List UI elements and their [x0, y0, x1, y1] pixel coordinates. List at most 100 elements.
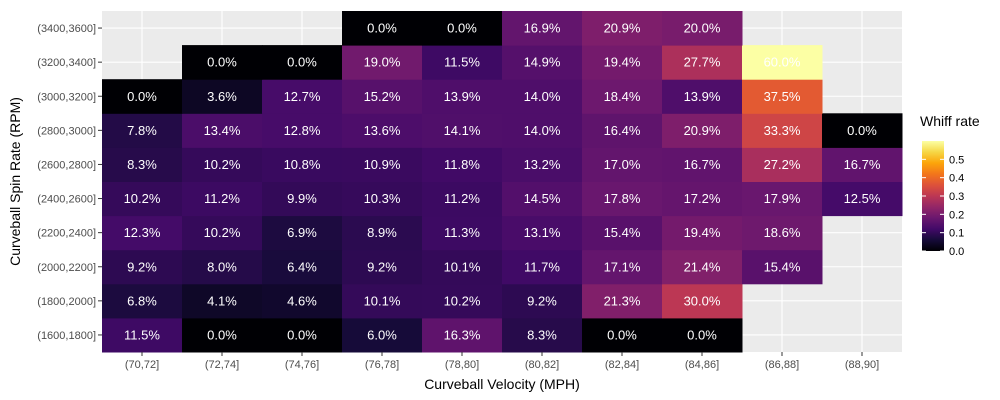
heatmap-cells [102, 11, 903, 353]
cell-value-label: 15.4% [604, 225, 641, 240]
x-tick-label: (78,80] [445, 359, 479, 371]
heatmap-cell [662, 317, 743, 353]
heatmap-cell [102, 317, 183, 353]
heatmap-cell [342, 283, 423, 319]
legend-tick-label: 0.3 [949, 191, 964, 203]
cell-value-label: 20.9% [604, 21, 641, 36]
heatmap-cell [262, 215, 343, 251]
heatmap-cell [102, 249, 183, 285]
x-axis-ticks: (70,72] (72,74] (74,76] (76,78] (78,80] (80,8… [125, 352, 879, 371]
cell-value-label: 27.7% [684, 55, 721, 70]
heatmap-cell [582, 181, 663, 217]
heatmap-cell [662, 249, 743, 285]
cell-value-label: 13.2% [524, 157, 561, 172]
cell-value-label: 33.3% [764, 123, 801, 138]
legend-tick-label: 0.4 [949, 173, 964, 185]
heatmap-cell [102, 147, 183, 182]
cell-value-label: 18.4% [604, 89, 641, 104]
heatmap-cell [502, 317, 583, 353]
y-tick-label: (2400,2600] [37, 194, 96, 206]
y-tick-label: (2200,2400] [37, 228, 96, 240]
cell-value-label: 16.3% [444, 327, 481, 342]
x-tick-label: (84,86] [685, 359, 719, 371]
heatmap-cell [342, 181, 423, 217]
cell-value-label: 12.7% [284, 89, 321, 104]
cell-value-label: 19.4% [604, 55, 641, 70]
y-tick-label: (2800,3000] [37, 125, 96, 137]
cell-value-label: 0.0% [207, 55, 237, 70]
heatmap-cell [582, 45, 663, 80]
heatmap-cell [502, 249, 583, 285]
cell-value-label: 0.0% [367, 21, 397, 36]
heatmap-cell [182, 45, 263, 80]
x-tick-label: (76,78] [365, 359, 399, 371]
cell-value-label: 19.0% [364, 55, 401, 70]
cell-value-label: 0.0% [687, 327, 717, 342]
cell-value-label: 21.3% [604, 293, 641, 308]
heatmap-cell [582, 11, 663, 46]
heatmap-cell [662, 79, 743, 114]
heatmap-cell [182, 317, 263, 353]
cell-value-label: 37.5% [764, 89, 801, 104]
legend-tick-label: 0.1 [949, 228, 964, 240]
y-tick-label: (3200,3400] [37, 57, 96, 69]
heatmap-cell [102, 113, 183, 148]
heatmap-cell [422, 181, 503, 217]
heatmap-cell [582, 283, 663, 319]
cell-value-label: 13.9% [444, 89, 481, 104]
x-tick-label: (70,72] [125, 359, 159, 371]
heatmap-cell [662, 45, 743, 80]
cell-value-label: 30.0% [684, 293, 721, 308]
cell-value-label: 0.0% [287, 55, 317, 70]
heatmap-cell [502, 11, 583, 46]
legend-colorbar [922, 141, 944, 251]
cell-value-label: 14.1% [444, 123, 481, 138]
cell-value-label: 17.9% [764, 191, 801, 206]
heatmap-cell [262, 283, 343, 319]
cell-value-label: 0.0% [847, 123, 877, 138]
cell-value-label: 7.8% [127, 123, 157, 138]
legend-tick-label: 0.2 [949, 209, 964, 221]
heatmap-cell [582, 79, 663, 114]
cell-value-label: 0.0% [447, 21, 477, 36]
heatmap-cell [422, 11, 503, 46]
cell-value-label: 0.0% [207, 327, 237, 342]
cell-value-label: 15.2% [364, 89, 401, 104]
heatmap-cell [342, 215, 423, 251]
x-axis-title: Curveball Velocity (MPH) [424, 376, 580, 392]
cell-value-label: 12.8% [284, 123, 321, 138]
heatmap-cell [422, 79, 503, 114]
heatmap-cell [582, 147, 663, 182]
heatmap-cell [742, 215, 823, 251]
heatmap-cell [822, 181, 903, 217]
heatmap-cell [742, 113, 823, 148]
heatmap-cell [342, 317, 423, 353]
cell-value-label: 11.5% [444, 55, 480, 70]
cell-value-label: 14.0% [524, 123, 561, 138]
cell-value-label: 11.2% [204, 191, 240, 206]
legend-ticks: 0.0 0.1 0.2 0.3 0.4 0.5 [922, 154, 964, 258]
cell-value-label: 13.9% [684, 89, 721, 104]
heatmap-cell-labels: 11.5% 0.0% 0.0% 6.0% 16.3% 8.3% 0.0% 0.0% 6.8% 4.… [124, 21, 881, 343]
heatmap-cell [502, 45, 583, 80]
y-tick-label: (2600,2800] [37, 159, 96, 171]
cell-value-label: 9.9% [287, 191, 317, 206]
heatmap-cell [582, 249, 663, 285]
heatmap-cell [182, 181, 263, 217]
heatmap-cell [342, 113, 423, 148]
cell-value-label: 10.8% [284, 157, 321, 172]
cell-value-label: 14.9% [524, 55, 561, 70]
y-tick-label: (3000,3200] [37, 91, 96, 103]
cell-value-label: 15.4% [764, 259, 801, 274]
cell-value-label: 60.0% [764, 55, 801, 70]
cell-value-label: 6.4% [287, 259, 317, 274]
heatmap-cell [422, 147, 503, 182]
cell-value-label: 11.8% [444, 157, 480, 172]
cell-value-label: 8.0% [207, 259, 237, 274]
heatmap-cell [742, 79, 823, 114]
heatmap-cell [422, 317, 503, 353]
heatmap-cell [342, 79, 423, 114]
cell-value-label: 10.9% [364, 157, 401, 172]
cell-value-label: 11.2% [444, 191, 480, 206]
heatmap-cell [662, 11, 743, 46]
